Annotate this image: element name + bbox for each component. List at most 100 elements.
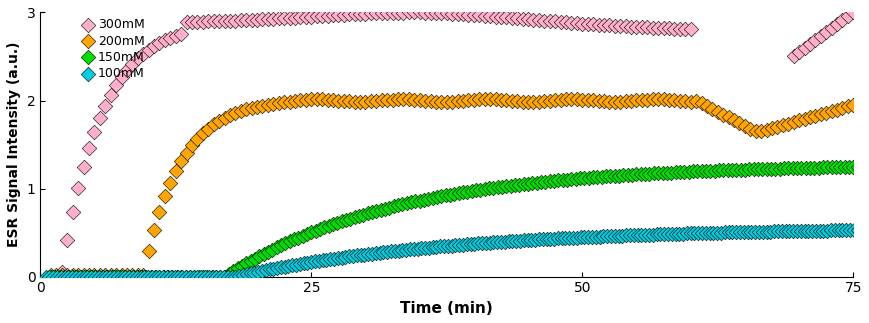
- 100mM: [251, 269, 265, 274]
- 300mM: [163, 35, 177, 40]
- 200mM: [315, 97, 329, 102]
- 150mM: [799, 165, 813, 171]
- 100mM: [589, 234, 603, 239]
- 200mM: [386, 97, 400, 102]
- 300mM: [473, 13, 487, 18]
- 200mM: [733, 120, 746, 126]
- 300mM: [93, 115, 107, 120]
- 150mM: [274, 243, 288, 248]
- 200mM: [434, 99, 448, 104]
- 200mM: [614, 99, 627, 104]
- 150mM: [543, 179, 557, 184]
- 150mM: [322, 223, 335, 228]
- 200mM: [88, 272, 102, 277]
- 100mM: [262, 267, 276, 272]
- 100mM: [156, 274, 170, 279]
- 100mM: [607, 233, 621, 238]
- 150mM: [174, 274, 188, 279]
- 150mM: [625, 172, 639, 177]
- 150mM: [673, 170, 687, 175]
- 150mM: [729, 167, 743, 172]
- 150mM: [70, 274, 84, 279]
- 100mM: [190, 274, 204, 279]
- 100mM: [255, 268, 269, 274]
- 100mM: [521, 237, 534, 243]
- 200mM: [814, 112, 828, 117]
- 100mM: [84, 274, 98, 279]
- 150mM: [565, 177, 579, 182]
- 100mM: [593, 234, 607, 239]
- 150mM: [720, 168, 734, 173]
- 200mM: [423, 99, 437, 104]
- 100mM: [103, 274, 117, 279]
- 200mM: [597, 99, 611, 104]
- 200mM: [147, 227, 161, 232]
- 300mM: [786, 54, 800, 59]
- 100mM: [388, 248, 401, 254]
- 150mM: [226, 268, 240, 274]
- 200mM: [846, 102, 860, 108]
- 150mM: [620, 172, 634, 178]
- 200mM: [835, 105, 849, 110]
- 100mM: [153, 274, 167, 279]
- 100mM: [578, 234, 592, 240]
- 100mM: [448, 243, 462, 248]
- 150mM: [768, 166, 782, 171]
- 100mM: [96, 274, 109, 279]
- 100mM: [471, 241, 485, 246]
- 200mM: [592, 99, 606, 104]
- 200mM: [793, 118, 806, 123]
- 150mM: [664, 170, 678, 175]
- 100mM: [395, 247, 409, 253]
- 100mM: [304, 259, 318, 265]
- 300mM: [575, 21, 589, 26]
- 150mM: [131, 274, 145, 279]
- 100mM: [368, 251, 382, 256]
- 300mM: [375, 10, 388, 16]
- 300mM: [673, 26, 687, 31]
- 100mM: [422, 245, 436, 250]
- 150mM: [513, 182, 527, 187]
- 100mM: [627, 233, 640, 238]
- 100mM: [338, 255, 352, 260]
- 200mM: [646, 97, 660, 102]
- 300mM: [396, 10, 410, 15]
- 200mM: [120, 272, 134, 277]
- 100mM: [817, 228, 831, 233]
- 200mM: [667, 98, 681, 103]
- 200mM: [71, 272, 85, 277]
- 150mM: [569, 176, 583, 182]
- 100mM: [403, 247, 417, 252]
- 100mM: [376, 250, 390, 255]
- 200mM: [76, 272, 90, 277]
- 200mM: [500, 98, 514, 103]
- 150mM: [482, 186, 496, 191]
- 150mM: [851, 164, 865, 170]
- 150mM: [794, 165, 808, 171]
- 150mM: [109, 274, 123, 279]
- 100mM: [278, 264, 292, 269]
- 200mM: [98, 272, 112, 277]
- 200mM: [93, 272, 107, 277]
- 100mM: [50, 274, 64, 279]
- 200mM: [473, 97, 487, 102]
- 150mM: [764, 166, 778, 171]
- 300mM: [331, 13, 345, 18]
- 200mM: [543, 98, 557, 103]
- 100mM: [706, 230, 720, 235]
- 200mM: [689, 98, 703, 103]
- 150mM: [846, 164, 860, 170]
- 100mM: [81, 274, 95, 279]
- 100mM: [350, 253, 364, 258]
- 200mM: [429, 99, 443, 104]
- 100mM: [217, 274, 231, 279]
- 300mM: [500, 15, 514, 20]
- 150mM: [335, 219, 348, 224]
- 150mM: [539, 179, 553, 184]
- 100mM: [536, 237, 550, 242]
- 300mM: [364, 11, 378, 16]
- 150mM: [400, 201, 414, 206]
- 300mM: [261, 16, 275, 22]
- 200mM: [82, 272, 96, 277]
- 300mM: [282, 15, 296, 20]
